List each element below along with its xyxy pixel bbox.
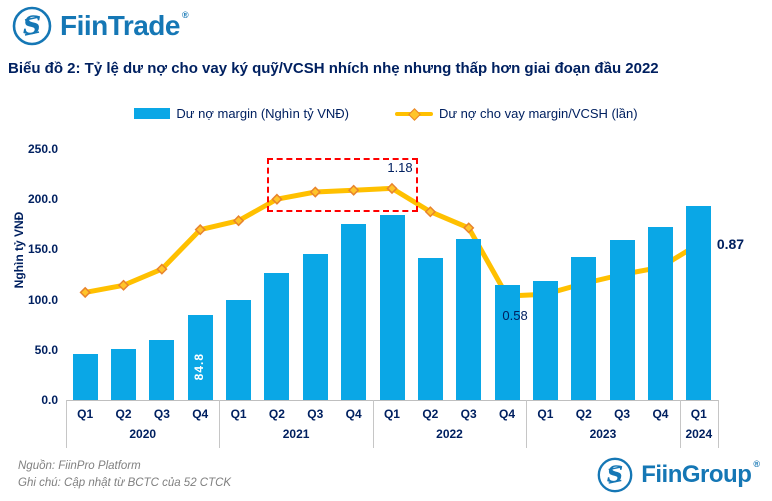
fiintrade-logo: S FiinTrade ® (12, 6, 189, 46)
fiintrade-logo-icon: S (12, 6, 52, 46)
bar-Q1-2021 (226, 300, 252, 400)
x-axis-quarter-label: Q1 (537, 407, 554, 421)
x-axis-quarter-label: Q2 (268, 407, 285, 421)
x-axis-year-label: 2022 (436, 427, 463, 441)
footer-source: Nguồn: FiinPro Platform (18, 460, 141, 472)
x-axis-year-label: 2024 (685, 427, 713, 441)
bar-Q3-2022 (456, 239, 482, 400)
fiintrade-registered-mark: ® (181, 10, 189, 20)
x-axis-group-separator (679, 400, 681, 448)
x-axis-quarter-label: Q2 (575, 407, 592, 421)
bar-Q2-2023 (571, 257, 597, 400)
highlight-box (266, 158, 418, 213)
y-axis-tick-label: 200.0 (27, 192, 58, 207)
x-axis-group-separator (66, 400, 67, 448)
bar-Q3-2021 (302, 254, 328, 400)
x-axis-line (66, 400, 718, 401)
y-axis-tick-label: 150.0 (27, 242, 58, 257)
fiingroup-logo-icon: S (597, 457, 633, 493)
bar-Q2-2022 (417, 258, 443, 400)
bar-Q2-2021 (264, 273, 290, 400)
x-axis-year-label: 2020 (129, 427, 157, 441)
ratio-line-marker (463, 222, 475, 234)
ratio-line-marker (232, 215, 245, 227)
x-axis-quarter-label: Q3 (307, 407, 324, 421)
x-axis-quarter-label: Q1 (383, 407, 400, 421)
chart-title: Biểu đồ 2: Tỷ lệ dư nợ cho vay ký quỹ/VC… (8, 60, 659, 77)
x-axis-group-separator (372, 400, 374, 448)
y-axis-tick-label: 0.0 (41, 393, 58, 407)
x-axis-year-label: 2023 (589, 427, 617, 441)
bar-Q4-2022 (494, 285, 520, 400)
bar-Q4-2023 (647, 227, 673, 400)
x-axis-quarter-label: Q4 (652, 407, 669, 421)
bar-Q4-2020 (187, 315, 213, 400)
x-axis-quarter-label: Q4 (499, 407, 516, 421)
fiingroup-logo: S FiinGroup ® (597, 457, 760, 493)
bar-Q3-2023 (609, 240, 635, 400)
legend-label: Dư nợ cho vay margin/VCSH (lần) (438, 105, 638, 121)
line-data-label: 0.58 (502, 308, 528, 323)
x-axis-quarter-label: Q1 (230, 407, 247, 421)
x-axis-quarter-label: Q3 (614, 407, 631, 421)
x-axis-quarter-label: Q1 (77, 407, 94, 421)
line-data-label: 0.87 (716, 236, 745, 253)
bar-Q1-2020 (72, 354, 98, 400)
bar-Q3-2020 (149, 340, 175, 400)
ratio-line-marker (117, 279, 130, 291)
bar-Q1-2023 (532, 281, 558, 400)
chart-area: Nghìn tỷ VNĐ 250.0 200.0 150.0 100.0 50.0 0.0… (0, 135, 772, 455)
legend-item-bar: Dư nợ margin (Nghìn tỷ VNĐ) (134, 106, 349, 121)
ratio-line-marker (156, 263, 168, 275)
bar-Q2-2020 (111, 349, 137, 400)
ratio-line-marker (194, 224, 206, 236)
bar-data-label: 84.8 (192, 353, 207, 381)
legend-item-line: Dư nợ cho vay margin/VCSH (lần) (394, 105, 638, 121)
x-axis-group-separator (219, 400, 221, 448)
y-axis-tick-label: 100.0 (27, 292, 58, 307)
x-axis-quarter-label: Q2 (422, 407, 439, 421)
bar-Q1-2022 (379, 215, 405, 400)
line-data-label: 1.18 (387, 160, 413, 176)
x-axis-group-separator (718, 400, 719, 448)
svg-text:S: S (607, 462, 623, 488)
legend-line-swatch (394, 107, 433, 121)
bar-Q1-2024 (686, 206, 712, 400)
legend-label: Dư nợ margin (Nghìn tỷ VNĐ) (176, 105, 349, 121)
x-axis-group-separator (526, 400, 528, 448)
footer-source-block: Nguồn: FiinPro Platform Ghi chú: Cập nhậ… (18, 458, 231, 492)
x-axis-quarter-label: Q3 (460, 407, 477, 421)
footer-note: Ghi chú: Cập nhật từ BCTC của 52 CTCK (18, 477, 232, 489)
fiintrade-brand-text: FiinTrade (60, 10, 180, 41)
ratio-line-marker (424, 206, 437, 218)
bar-Q4-2021 (341, 224, 367, 400)
x-axis-quarter-label: Q1 (690, 407, 707, 421)
y-axis-tick-label: 250.0 (27, 142, 58, 156)
fiingroup-brand-text: FiinGroup (641, 461, 752, 488)
x-axis-year-label: 2021 (282, 427, 310, 441)
ratio-line-marker (79, 286, 91, 299)
chart-legend: Dư nợ margin (Nghìn tỷ VNĐ) Dư nợ cho vay… (0, 103, 772, 123)
x-axis-quarter-label: Q4 (345, 407, 362, 421)
y-axis-tick-label: 50.0 (34, 342, 58, 357)
fiingroup-registered-mark: ® (753, 459, 760, 469)
legend-bar-swatch (134, 107, 171, 119)
x-axis-quarter-label: Q4 (192, 407, 209, 421)
x-axis-quarter-label: Q2 (115, 407, 132, 421)
x-axis-quarter-label: Q3 (153, 407, 170, 421)
